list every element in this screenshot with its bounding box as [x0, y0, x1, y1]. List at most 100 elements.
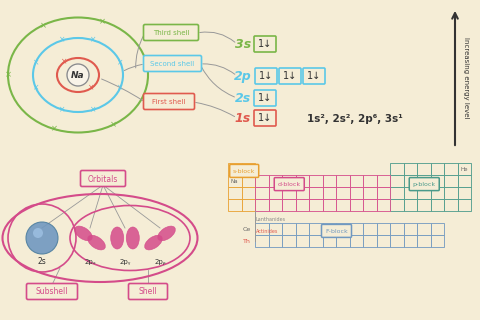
- Text: 2pᵨ: 2pᵨ: [154, 259, 166, 265]
- Bar: [336, 175, 349, 187]
- Text: p-block: p-block: [413, 182, 436, 187]
- Bar: [431, 199, 444, 211]
- Bar: [417, 187, 431, 199]
- Bar: [323, 175, 336, 187]
- Text: Shell: Shell: [139, 287, 157, 297]
- Bar: [268, 187, 282, 199]
- Ellipse shape: [158, 226, 175, 241]
- Bar: [417, 163, 431, 175]
- Bar: [431, 235, 444, 247]
- Text: ×: ×: [117, 83, 123, 92]
- Bar: [431, 163, 444, 175]
- Text: ×: ×: [117, 58, 123, 67]
- Bar: [363, 175, 376, 187]
- Bar: [457, 163, 471, 175]
- Bar: [431, 223, 444, 235]
- Bar: [268, 175, 282, 187]
- Text: 1↓: 1↓: [259, 71, 273, 81]
- Bar: [390, 199, 404, 211]
- Bar: [309, 199, 323, 211]
- Bar: [296, 199, 309, 211]
- FancyBboxPatch shape: [230, 164, 259, 177]
- Bar: [444, 175, 457, 187]
- Text: ×: ×: [61, 58, 68, 67]
- Text: 3s: 3s: [235, 37, 251, 51]
- Bar: [268, 223, 282, 235]
- FancyBboxPatch shape: [255, 68, 277, 84]
- Bar: [255, 175, 268, 187]
- Bar: [268, 199, 282, 211]
- Bar: [282, 175, 296, 187]
- Bar: [404, 175, 417, 187]
- Bar: [241, 175, 255, 187]
- Bar: [282, 223, 296, 235]
- Bar: [296, 187, 309, 199]
- Bar: [296, 175, 309, 187]
- Text: ×: ×: [88, 84, 95, 92]
- Bar: [323, 223, 336, 235]
- Text: ×: ×: [98, 17, 106, 26]
- Text: d-block: d-block: [278, 182, 301, 187]
- Bar: [444, 199, 457, 211]
- Bar: [241, 199, 255, 211]
- Ellipse shape: [75, 226, 92, 241]
- Bar: [376, 223, 390, 235]
- Bar: [255, 187, 268, 199]
- Bar: [363, 235, 376, 247]
- Text: 2s: 2s: [37, 258, 47, 267]
- Text: 1s: 1s: [235, 111, 251, 124]
- Text: ×: ×: [33, 58, 39, 67]
- Bar: [349, 235, 363, 247]
- Circle shape: [33, 228, 43, 238]
- Text: s-block: s-block: [232, 169, 255, 174]
- Text: 1↓: 1↓: [307, 71, 321, 81]
- Bar: [376, 187, 390, 199]
- Text: F-block: F-block: [325, 229, 348, 234]
- Bar: [228, 199, 241, 211]
- Text: 2s: 2s: [235, 92, 251, 105]
- Bar: [323, 187, 336, 199]
- Bar: [376, 175, 390, 187]
- Text: H: H: [232, 166, 237, 172]
- Bar: [296, 223, 309, 235]
- Bar: [336, 223, 349, 235]
- Bar: [241, 187, 255, 199]
- Text: Ce: Ce: [243, 227, 251, 231]
- Bar: [336, 187, 349, 199]
- Bar: [323, 235, 336, 247]
- Text: Orbitals: Orbitals: [88, 174, 118, 183]
- Ellipse shape: [88, 235, 105, 250]
- Text: Lanthanides: Lanthanides: [256, 217, 286, 222]
- Bar: [241, 163, 255, 175]
- FancyBboxPatch shape: [274, 178, 304, 191]
- FancyBboxPatch shape: [144, 55, 202, 71]
- Text: 1↓: 1↓: [283, 71, 297, 81]
- FancyBboxPatch shape: [81, 171, 125, 187]
- Bar: [457, 199, 471, 211]
- Bar: [336, 235, 349, 247]
- Bar: [404, 235, 417, 247]
- Bar: [431, 175, 444, 187]
- Bar: [309, 175, 323, 187]
- Text: Na: Na: [231, 179, 239, 183]
- Text: Actinides: Actinides: [256, 229, 278, 234]
- Text: ×: ×: [144, 60, 150, 70]
- Bar: [309, 235, 323, 247]
- Bar: [228, 163, 241, 175]
- Bar: [255, 223, 268, 235]
- Bar: [457, 187, 471, 199]
- Text: ×: ×: [60, 36, 66, 45]
- Text: ×: ×: [60, 105, 66, 114]
- FancyBboxPatch shape: [279, 68, 301, 84]
- FancyBboxPatch shape: [26, 284, 77, 300]
- Bar: [404, 199, 417, 211]
- Bar: [404, 163, 417, 175]
- Circle shape: [26, 222, 58, 254]
- Text: 2pₓ: 2pₓ: [84, 259, 96, 265]
- Ellipse shape: [144, 235, 162, 250]
- Text: Third shell: Third shell: [153, 30, 189, 36]
- Text: 1s², 2s², 2p⁶, 3s¹: 1s², 2s², 2p⁶, 3s¹: [307, 114, 403, 124]
- Bar: [349, 175, 363, 187]
- FancyBboxPatch shape: [254, 110, 276, 126]
- Bar: [228, 175, 241, 187]
